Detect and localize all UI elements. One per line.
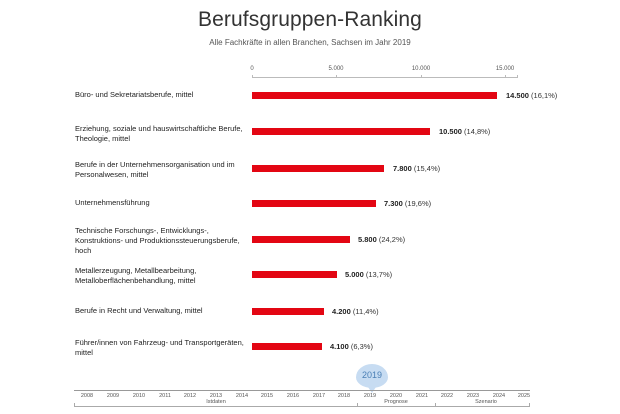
timeline-year[interactable]: 2022 <box>440 393 454 399</box>
bar[interactable] <box>252 271 337 278</box>
timeline-year[interactable]: 2015 <box>260 393 274 399</box>
bar[interactable] <box>252 128 430 135</box>
x-tick <box>421 75 422 78</box>
timeline-year[interactable]: 2008 <box>80 393 94 399</box>
timeline-year[interactable]: 2020 <box>389 393 403 399</box>
timeline-year[interactable]: 2025 <box>517 393 531 399</box>
bar[interactable] <box>252 165 384 172</box>
bar[interactable] <box>252 343 322 350</box>
category-label: Führer/innen von Fahrzeug- und Transport… <box>75 338 244 357</box>
x-tick-label: 10.000 <box>411 66 431 72</box>
category-label: Erziehung, soziale und hauswirtschaftlic… <box>75 124 243 143</box>
x-axis: 0 5.000 10.000 15.000 <box>250 66 518 80</box>
category-label: Unternehmensführung <box>75 198 150 207</box>
category-label: Berufe in der Unternehmensorganisation u… <box>75 160 235 179</box>
timeline-section-istdaten: Istdaten <box>206 399 226 405</box>
chart-title: Berufsgruppen-Ranking <box>198 8 422 31</box>
bar[interactable] <box>252 308 324 315</box>
category-label: Metallerzeugung, Metallbearbeitung, Meta… <box>75 266 197 285</box>
value-label: 5.800 (24,2%) <box>358 235 406 244</box>
timeline-separator <box>435 403 436 407</box>
value-label: 4.100 (6,3%) <box>330 342 373 351</box>
x-tick <box>517 75 518 78</box>
value-label: 10.500 (14,8%) <box>439 127 491 136</box>
timeline-year[interactable]: 2014 <box>235 393 249 399</box>
timeline-year[interactable]: 2021 <box>415 393 429 399</box>
timeline-section-szenario: Szenario <box>475 399 497 405</box>
timeline-year[interactable]: 2011 <box>159 393 171 399</box>
timeline-section-prognose: Prognose <box>384 399 408 405</box>
timeline-year[interactable]: 2013 <box>209 393 223 399</box>
x-tick <box>505 75 506 78</box>
timeline-bottom-line <box>74 406 530 407</box>
timeline-year[interactable]: 2016 <box>286 393 300 399</box>
value-label: 4.200 (11,4%) <box>332 307 379 316</box>
value-label: 7.800 (15,4%) <box>393 164 441 173</box>
bar[interactable] <box>252 236 350 243</box>
timeline-separator <box>74 403 75 407</box>
timeline-top-line <box>74 390 530 391</box>
bar[interactable] <box>252 200 376 207</box>
timeline-year[interactable]: 2024 <box>492 393 506 399</box>
category-label: Berufe in Recht und Verwaltung, mittel <box>75 306 203 315</box>
value-label: 7.300 (19,6%) <box>384 199 432 208</box>
x-tick <box>252 75 253 78</box>
value-label: 14.500 (16,1%) <box>506 91 558 100</box>
x-tick-label: 0 <box>250 66 254 72</box>
x-axis-line <box>252 77 518 78</box>
value-label: 5.000 (13,7%) <box>345 270 393 279</box>
timeline-year[interactable]: 2010 <box>132 393 146 399</box>
timeline-year[interactable]: 2018 <box>337 393 351 399</box>
category-label: Technische Forschungs-, Entwicklungs-, K… <box>75 226 240 255</box>
timeline-year[interactable]: 2023 <box>466 393 480 399</box>
category-label: Büro- und Sekretariatsberufe, mittel <box>75 90 194 99</box>
timeline-year[interactable]: 2012 <box>183 393 197 399</box>
x-tick <box>336 75 337 78</box>
timeline-year[interactable]: 2017 <box>312 393 326 399</box>
timeline-year[interactable]: 2009 <box>106 393 120 399</box>
x-tick-label: 15.000 <box>495 66 515 72</box>
timeline-separator <box>357 403 358 407</box>
chart-subtitle: Alle Fachkräfte in allen Branchen, Sachs… <box>209 38 411 47</box>
year-timeline[interactable]: 2008 2009 2010 2011 2012 2013 2014 2015 … <box>74 390 544 414</box>
timeline-separator <box>529 403 530 407</box>
x-tick-label: 5.000 <box>328 66 344 72</box>
timeline-year[interactable]: 2019 <box>363 393 377 399</box>
selected-year-marker[interactable]: 2019 <box>356 364 388 393</box>
bar[interactable] <box>252 92 497 99</box>
